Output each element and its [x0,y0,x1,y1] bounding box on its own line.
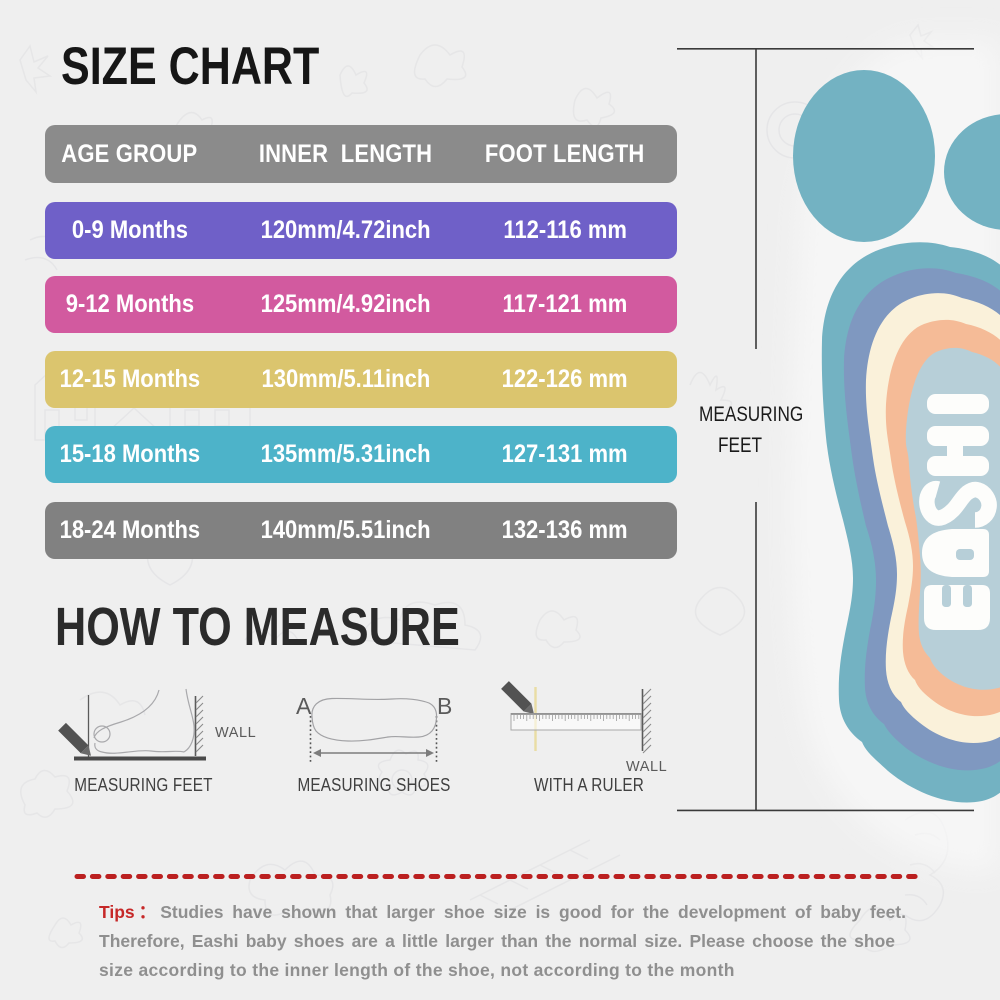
svg-text:A: A [296,693,312,719]
svg-text:WALL: WALL [626,759,667,775]
svg-text:WALL: WALL [215,725,256,741]
svg-text:B: B [437,693,452,719]
